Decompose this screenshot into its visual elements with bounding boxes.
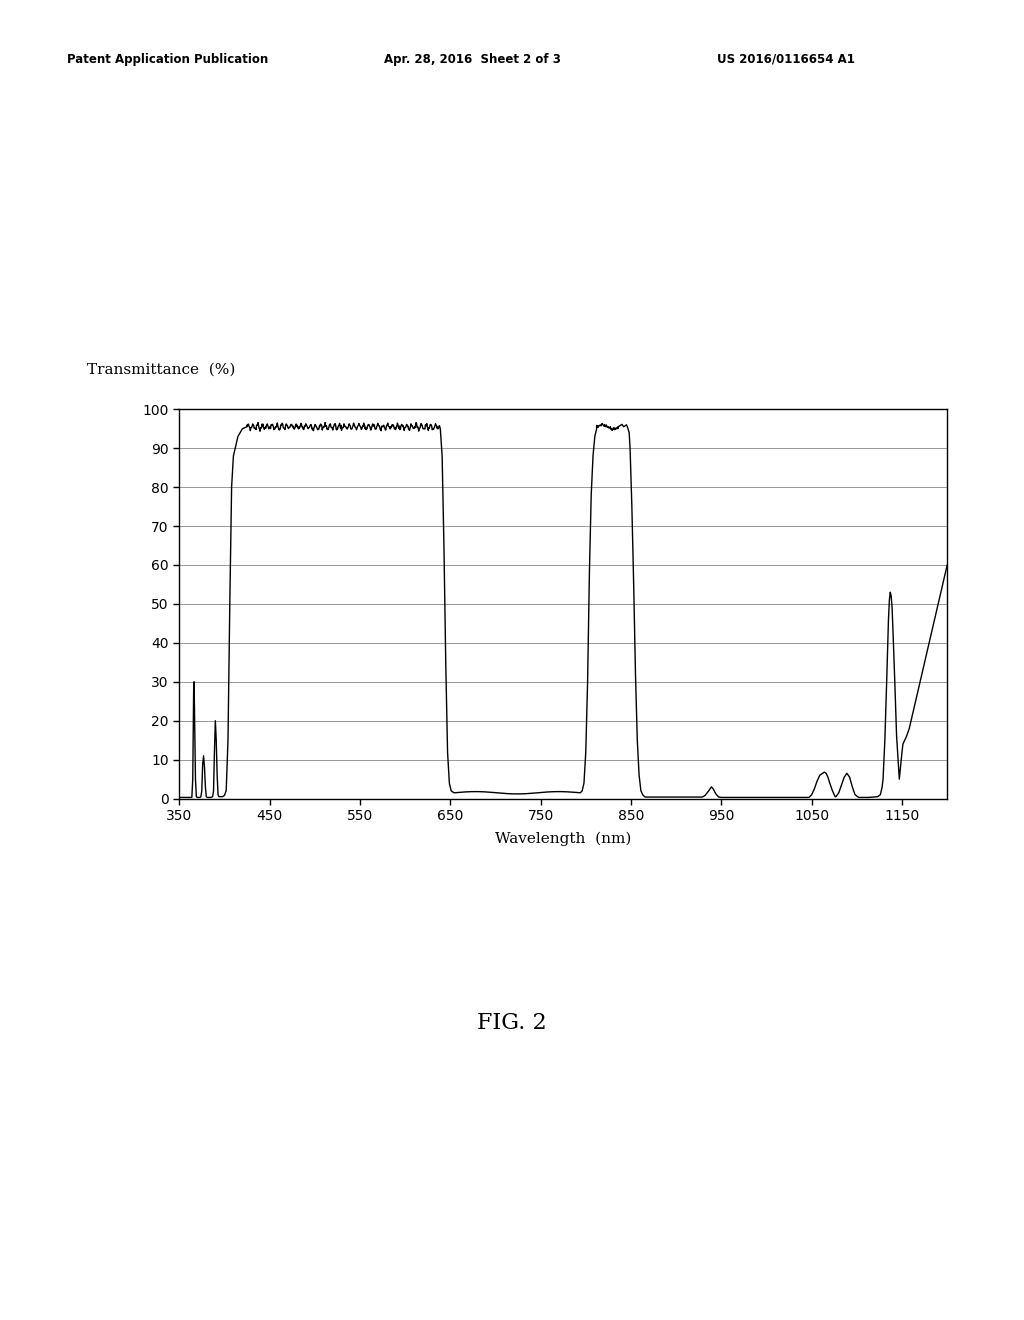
Text: Transmittance  (%): Transmittance (%)	[87, 362, 236, 376]
Text: US 2016/0116654 A1: US 2016/0116654 A1	[717, 53, 855, 66]
Text: FIG. 2: FIG. 2	[477, 1012, 547, 1034]
X-axis label: Wavelength  (nm): Wavelength (nm)	[495, 832, 632, 846]
Text: Patent Application Publication: Patent Application Publication	[67, 53, 268, 66]
Text: Apr. 28, 2016  Sheet 2 of 3: Apr. 28, 2016 Sheet 2 of 3	[384, 53, 561, 66]
